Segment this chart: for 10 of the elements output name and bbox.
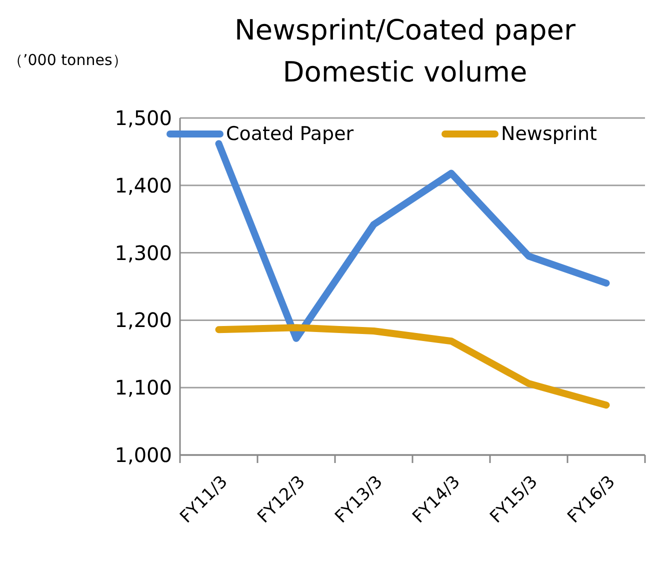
y-tick-label: 1,100 bbox=[114, 376, 172, 400]
legend-label: Newsprint bbox=[501, 123, 597, 145]
y-tick-label: 1,400 bbox=[114, 173, 172, 198]
y-tick-label: 1,000 bbox=[114, 443, 172, 467]
y-tick-label: 1,300 bbox=[114, 240, 172, 265]
legend-label: Coated Paper bbox=[226, 123, 354, 145]
y-tick-label: 1,500 bbox=[114, 106, 172, 130]
chart-title: Newsprint/Coated paper Domestic volume bbox=[234, 14, 576, 88]
y-axis-title: （’000 tonnes） bbox=[8, 51, 128, 69]
y-tick-label: 1,200 bbox=[114, 308, 172, 332]
